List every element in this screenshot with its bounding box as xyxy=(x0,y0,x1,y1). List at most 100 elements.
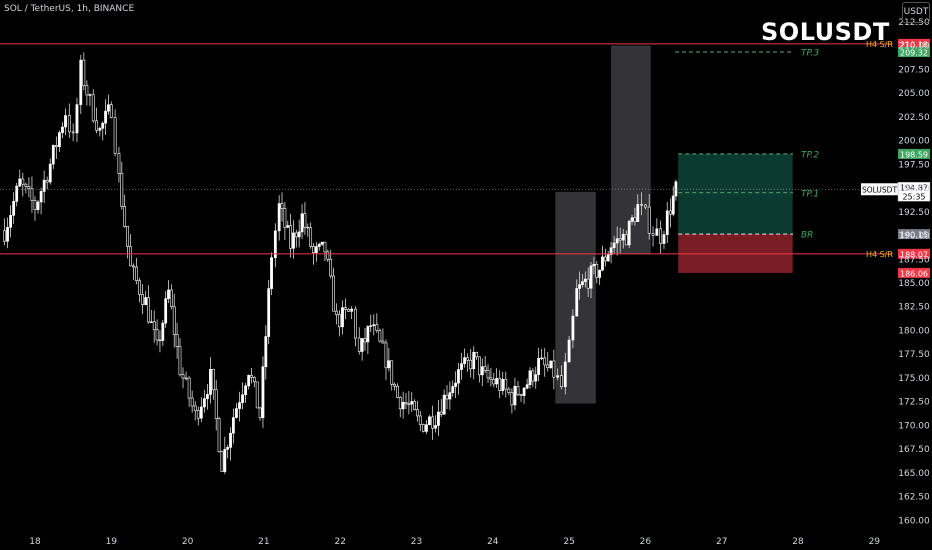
candle-body xyxy=(381,340,385,344)
candle-body xyxy=(510,392,514,406)
candle-body xyxy=(390,360,394,385)
candle-body xyxy=(480,366,484,376)
zones-layer xyxy=(555,45,793,404)
candle-body xyxy=(492,379,496,385)
candle-body xyxy=(504,378,508,390)
candle-body xyxy=(58,132,61,147)
candle-body xyxy=(334,310,338,315)
candle-body xyxy=(338,314,341,328)
candle-body xyxy=(270,257,273,289)
profit-zone[interactable] xyxy=(678,153,793,235)
candle-body xyxy=(556,375,560,378)
candle-body xyxy=(531,370,535,382)
candle-body xyxy=(303,213,307,228)
target-label-3: TP.1 xyxy=(801,189,819,199)
candle-body xyxy=(261,366,265,419)
candle-body xyxy=(601,256,604,271)
candle-body xyxy=(416,409,419,417)
candle-body xyxy=(643,204,647,208)
candle-body xyxy=(581,281,584,285)
candle-body xyxy=(42,179,46,192)
candle-body xyxy=(347,309,350,312)
target-price-text-2: 198.59 xyxy=(900,150,928,159)
candle-body xyxy=(478,356,481,376)
stop-price-text: 186.06 xyxy=(900,269,928,278)
candle-body xyxy=(469,359,473,370)
candle-body xyxy=(314,246,318,253)
candle-body xyxy=(451,386,455,393)
candle-body xyxy=(563,361,567,388)
price-tick-label: 197.50 xyxy=(898,160,930,170)
candle-body xyxy=(363,338,367,343)
candle-body xyxy=(540,357,544,360)
candle-body xyxy=(489,377,493,380)
candle-body xyxy=(123,206,127,227)
candle-body xyxy=(522,387,526,396)
candle-body xyxy=(457,369,460,384)
candle-body xyxy=(575,288,579,317)
symbol-info: SOL / TetherUS, 1h, BINANCE xyxy=(4,4,135,14)
candle-body xyxy=(283,208,287,228)
candle-body xyxy=(45,179,49,183)
candle-body xyxy=(155,329,159,341)
candle-body xyxy=(30,188,34,201)
time-tick-label: 26 xyxy=(640,537,652,547)
candle-body xyxy=(472,352,476,370)
candle-body xyxy=(255,381,259,409)
candle-body xyxy=(344,307,347,310)
candle-body xyxy=(149,321,153,323)
candle-body xyxy=(175,334,179,348)
price-tick-label: 175.00 xyxy=(898,374,930,384)
candle-body xyxy=(537,358,540,376)
price-tick-label: 187.50 xyxy=(898,255,930,265)
candle-body xyxy=(357,337,361,352)
candle-body xyxy=(627,220,631,246)
currency-button[interactable]: USDT xyxy=(902,2,930,23)
candle-body xyxy=(181,374,185,379)
candle-body xyxy=(640,204,643,206)
candle-body xyxy=(64,115,67,128)
candle-body xyxy=(229,432,232,448)
candle-body xyxy=(442,394,446,415)
candle-body xyxy=(158,339,162,342)
candle-body xyxy=(267,288,271,337)
candle-body xyxy=(286,225,290,228)
candle-body xyxy=(241,394,244,403)
candle-body xyxy=(615,238,619,244)
price-tick-label: 210.00 xyxy=(898,42,930,52)
candle-body xyxy=(513,385,517,406)
candle-body xyxy=(612,242,616,249)
candle-body xyxy=(128,246,132,267)
candle-body xyxy=(202,398,206,408)
candle-body xyxy=(147,297,150,323)
candle-body xyxy=(107,104,110,112)
time-tick-label: 25 xyxy=(563,537,574,547)
candle-body xyxy=(366,326,370,343)
candle-body xyxy=(82,59,86,86)
candle-body xyxy=(292,232,295,249)
target-label-4: BR xyxy=(801,231,813,241)
candle-body xyxy=(651,232,655,236)
candle-body xyxy=(636,204,640,222)
sr-price-text-1: 210.18 xyxy=(900,40,928,49)
candle-body xyxy=(247,375,251,387)
candle-body xyxy=(323,241,327,253)
price-tick-label: 192.50 xyxy=(898,208,930,218)
candle-body xyxy=(277,203,281,232)
candle-body xyxy=(300,213,304,233)
price-tick-label: 207.50 xyxy=(898,65,930,75)
candle-body xyxy=(161,322,165,341)
candle-body xyxy=(199,406,203,419)
candle-body xyxy=(483,366,487,371)
candle-body xyxy=(401,402,405,410)
time-axis[interactable]: 18 19 20 21 22 23 24 25 26 27 28 29 xyxy=(29,537,880,547)
candle-body xyxy=(231,417,235,434)
candle-body xyxy=(309,227,313,247)
time-tick-label: 22 xyxy=(334,537,345,547)
candle-body xyxy=(387,360,391,369)
candle-body xyxy=(126,225,129,247)
candle-body xyxy=(396,385,399,398)
price-tick-label: 170.00 xyxy=(898,421,930,431)
